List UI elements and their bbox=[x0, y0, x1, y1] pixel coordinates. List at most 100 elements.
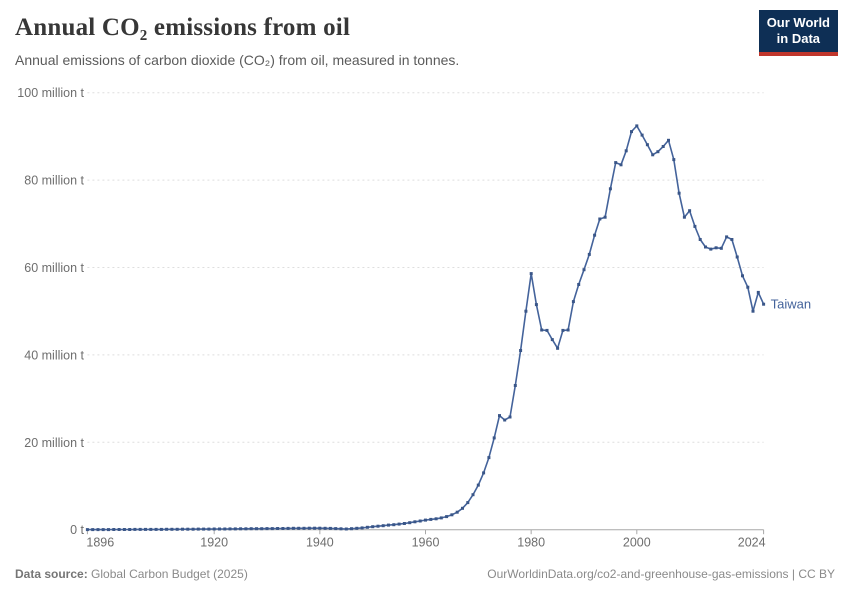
data-point[interactable] bbox=[751, 309, 755, 313]
data-point[interactable] bbox=[635, 124, 639, 128]
data-point[interactable] bbox=[445, 515, 449, 519]
data-point[interactable] bbox=[355, 526, 359, 530]
data-point[interactable] bbox=[255, 527, 258, 531]
entity-label[interactable]: Taiwan bbox=[771, 297, 811, 312]
data-point[interactable] bbox=[561, 328, 565, 332]
data-point[interactable] bbox=[387, 523, 390, 527]
data-point[interactable] bbox=[181, 527, 184, 531]
data-point[interactable] bbox=[397, 522, 401, 526]
data-point[interactable] bbox=[725, 235, 729, 239]
data-point[interactable] bbox=[492, 436, 496, 440]
data-point[interactable] bbox=[159, 527, 163, 531]
data-point[interactable] bbox=[223, 527, 227, 531]
data-point[interactable] bbox=[381, 524, 385, 528]
data-point[interactable] bbox=[249, 527, 253, 531]
data-point[interactable] bbox=[186, 527, 190, 531]
data-point[interactable] bbox=[260, 527, 264, 531]
data-point[interactable] bbox=[614, 161, 618, 165]
data-point[interactable] bbox=[207, 527, 211, 531]
data-point[interactable] bbox=[313, 526, 317, 530]
data-point[interactable] bbox=[128, 528, 132, 531]
data-point[interactable] bbox=[645, 143, 649, 147]
data-point[interactable] bbox=[730, 238, 734, 241]
data-point[interactable] bbox=[101, 528, 105, 532]
data-point[interactable] bbox=[519, 349, 523, 352]
data-point[interactable] bbox=[360, 526, 364, 530]
data-point[interactable] bbox=[619, 163, 623, 167]
data-point[interactable] bbox=[577, 283, 581, 286]
data-point[interactable] bbox=[540, 328, 544, 332]
data-point[interactable] bbox=[144, 527, 147, 531]
data-point[interactable] bbox=[170, 527, 174, 531]
data-point[interactable] bbox=[677, 191, 681, 195]
data-point[interactable] bbox=[714, 246, 718, 250]
data-point[interactable] bbox=[365, 525, 369, 529]
data-point[interactable] bbox=[91, 528, 95, 532]
data-point[interactable] bbox=[545, 328, 549, 332]
data-point[interactable] bbox=[719, 246, 723, 250]
data-point[interactable] bbox=[756, 290, 760, 294]
data-point[interactable] bbox=[439, 516, 443, 520]
data-point[interactable] bbox=[424, 518, 427, 522]
data-point[interactable] bbox=[503, 418, 507, 422]
data-point[interactable] bbox=[297, 526, 301, 530]
data-point[interactable] bbox=[149, 527, 153, 531]
data-point[interactable] bbox=[688, 209, 692, 213]
data-point[interactable] bbox=[265, 527, 269, 531]
data-point[interactable] bbox=[466, 501, 470, 505]
data-point[interactable] bbox=[392, 523, 396, 527]
data-point[interactable] bbox=[191, 527, 195, 531]
data-point[interactable] bbox=[651, 153, 655, 157]
data-point[interactable] bbox=[371, 525, 375, 529]
data-point[interactable] bbox=[667, 138, 670, 142]
data-point[interactable] bbox=[212, 527, 216, 531]
data-point[interactable] bbox=[556, 346, 560, 350]
data-point[interactable] bbox=[339, 527, 343, 531]
data-point[interactable] bbox=[133, 527, 137, 531]
data-point[interactable] bbox=[344, 527, 348, 531]
data-point[interactable] bbox=[461, 506, 464, 510]
data-point[interactable] bbox=[122, 528, 126, 531]
data-line[interactable] bbox=[86, 125, 765, 531]
data-point[interactable] bbox=[281, 527, 285, 530]
data-point[interactable] bbox=[603, 215, 607, 219]
data-point[interactable] bbox=[202, 527, 206, 531]
data-point[interactable] bbox=[640, 133, 644, 137]
data-point[interactable] bbox=[698, 238, 702, 241]
data-point[interactable] bbox=[624, 149, 628, 153]
data-point[interactable] bbox=[498, 414, 501, 418]
data-point[interactable] bbox=[630, 130, 633, 134]
data-point[interactable] bbox=[482, 471, 486, 475]
data-point[interactable] bbox=[376, 524, 380, 528]
data-point[interactable] bbox=[402, 522, 406, 525]
data-point[interactable] bbox=[571, 300, 575, 304]
data-point[interactable] bbox=[735, 255, 739, 259]
data-point[interactable] bbox=[291, 526, 295, 530]
data-point[interactable] bbox=[450, 513, 454, 517]
data-point[interactable] bbox=[323, 526, 327, 530]
data-point[interactable] bbox=[508, 415, 512, 419]
data-point[interactable] bbox=[550, 338, 554, 342]
data-point[interactable] bbox=[524, 309, 528, 313]
data-point[interactable] bbox=[413, 520, 417, 524]
data-point[interactable] bbox=[455, 510, 459, 514]
data-point[interactable] bbox=[138, 527, 142, 531]
data-point[interactable] bbox=[582, 268, 586, 272]
data-point[interactable] bbox=[476, 483, 480, 487]
data-point[interactable] bbox=[165, 527, 169, 531]
data-point[interactable] bbox=[471, 493, 475, 497]
data-point[interactable] bbox=[307, 526, 311, 530]
data-point[interactable] bbox=[96, 528, 100, 532]
data-point[interactable] bbox=[117, 528, 121, 531]
data-point[interactable] bbox=[408, 521, 412, 525]
data-point[interactable] bbox=[107, 528, 110, 532]
data-point[interactable] bbox=[302, 526, 306, 530]
data-point[interactable] bbox=[656, 150, 660, 154]
data-point[interactable] bbox=[709, 247, 713, 251]
data-point[interactable] bbox=[682, 215, 686, 219]
data-point[interactable] bbox=[276, 527, 280, 530]
data-point[interactable] bbox=[154, 527, 158, 531]
data-point[interactable] bbox=[587, 252, 591, 256]
data-point[interactable] bbox=[672, 158, 676, 162]
